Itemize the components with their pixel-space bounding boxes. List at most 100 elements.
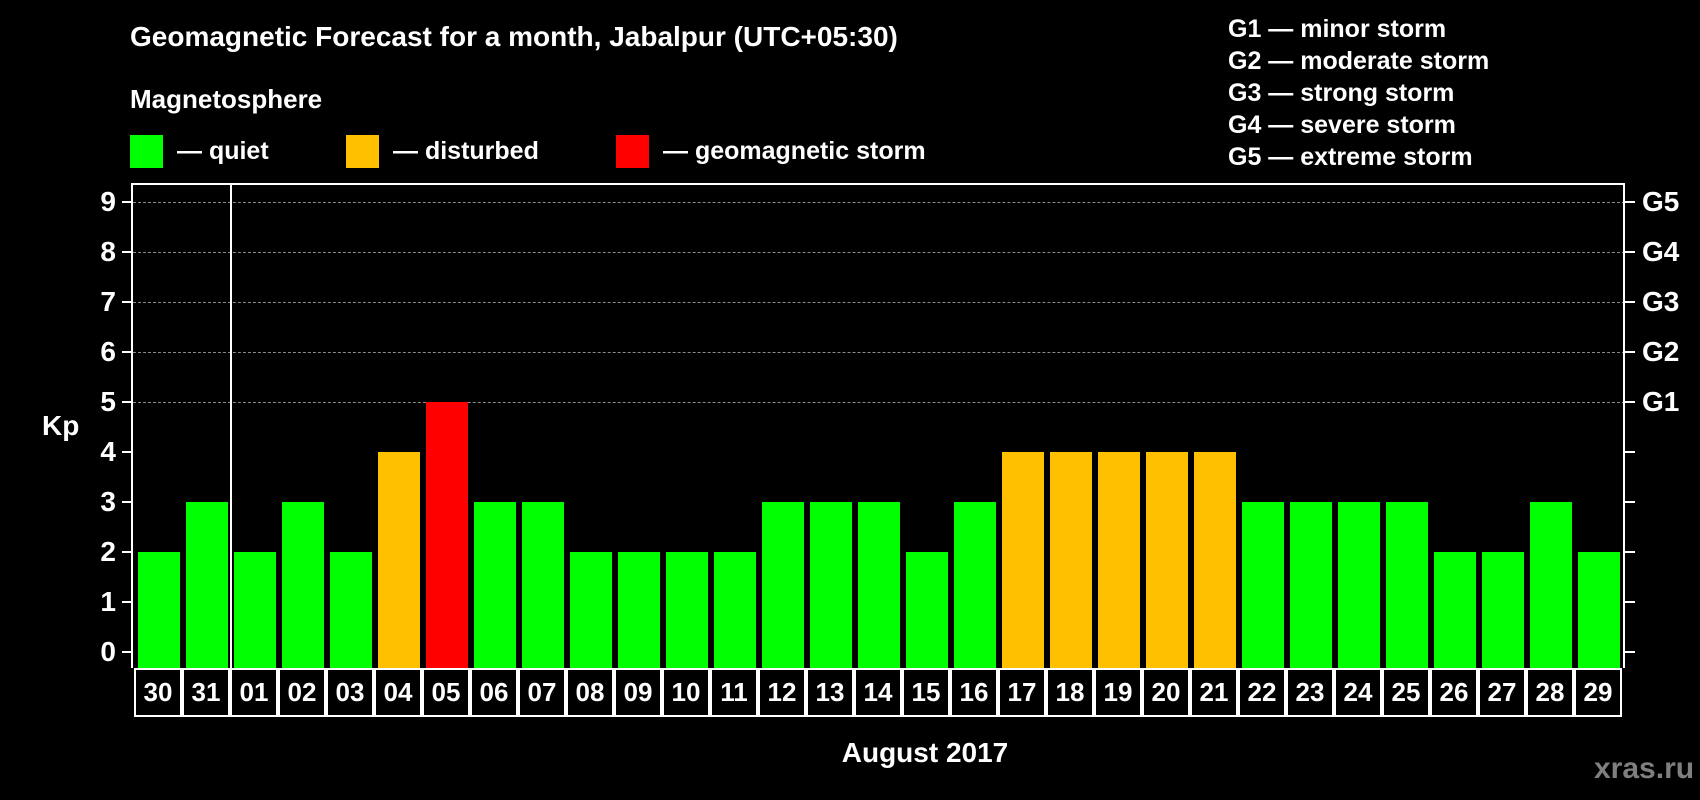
right-tick	[1625, 551, 1635, 553]
date-label: 28	[1526, 668, 1574, 717]
y-tick-label: 3	[100, 486, 116, 517]
storm-swatch	[616, 135, 649, 168]
month-separator	[230, 183, 232, 668]
x-axis-label: August 2017	[841, 737, 1009, 768]
y-tick-label: 2	[100, 536, 116, 567]
date-label: 09	[614, 668, 662, 717]
y-tick	[122, 351, 131, 353]
bar-quiet	[234, 552, 276, 668]
right-tick	[1625, 251, 1635, 253]
date-label: 26	[1430, 668, 1478, 717]
g2-legend: G2 — moderate storm	[1228, 47, 1490, 75]
g4-legend: G4 — severe storm	[1228, 111, 1456, 139]
gridline	[133, 402, 1625, 403]
y-tick	[122, 501, 131, 503]
bar-quiet	[138, 552, 180, 668]
legend-label: — quiet	[177, 137, 269, 165]
date-label: 25	[1382, 668, 1430, 717]
legend-label: — geomagnetic storm	[663, 137, 926, 165]
bar-quiet	[1482, 552, 1524, 668]
y-tick	[122, 401, 131, 403]
date-label: 02	[278, 668, 326, 717]
gridline	[133, 302, 1625, 303]
g-level-label: G5	[1642, 186, 1680, 217]
bar-quiet	[1386, 502, 1428, 668]
legend-label: — disturbed	[393, 137, 539, 165]
bar-storm	[426, 402, 468, 668]
date-label: 21	[1190, 668, 1238, 717]
date-label: 30	[134, 668, 182, 717]
y-tick	[122, 451, 131, 453]
gridline	[133, 352, 1625, 353]
right-tick	[1625, 451, 1635, 453]
right-tick	[1625, 651, 1635, 653]
bar-quiet	[666, 552, 708, 668]
y-tick-label: 8	[100, 236, 116, 267]
bar-quiet	[1530, 502, 1572, 668]
date-label: 05	[422, 668, 470, 717]
date-label: 08	[566, 668, 614, 717]
date-label: 04	[374, 668, 422, 717]
right-tick	[1625, 401, 1635, 403]
y-tick-label: 1	[100, 586, 116, 617]
date-label: 20	[1142, 668, 1190, 717]
date-label: 13	[806, 668, 854, 717]
right-tick	[1625, 301, 1635, 303]
legend-heading: Magnetosphere	[130, 84, 323, 114]
legend-item-storm: — geomagnetic storm	[616, 135, 926, 168]
y-tick-label: 9	[100, 186, 116, 217]
watermark: xras.ru	[1594, 752, 1695, 785]
date-label: 16	[950, 668, 998, 717]
right-tick	[1625, 501, 1635, 503]
y-tick	[122, 651, 131, 653]
g5-legend: G5 — extreme storm	[1228, 143, 1473, 171]
g-level-label: G3	[1642, 286, 1680, 317]
date-label: 12	[758, 668, 806, 717]
bar-quiet	[1578, 552, 1620, 668]
bar-disturbed	[1050, 452, 1092, 668]
right-tick	[1625, 601, 1635, 603]
quiet-swatch	[130, 135, 163, 168]
y-tick-label: 0	[100, 636, 116, 667]
y-tick	[122, 601, 131, 603]
g1-legend: G1 — minor storm	[1228, 15, 1447, 43]
bar-quiet	[858, 502, 900, 668]
date-label: 07	[518, 668, 566, 717]
gridline	[133, 252, 1625, 253]
date-label: 11	[710, 668, 758, 717]
y-tick	[122, 201, 131, 203]
y-tick-label: 5	[100, 386, 116, 417]
g-level-label: G2	[1642, 336, 1680, 367]
bar-quiet	[1338, 502, 1380, 668]
bar-quiet	[714, 552, 756, 668]
y-tick	[122, 551, 131, 553]
date-label: 29	[1574, 668, 1622, 717]
y-tick-label: 6	[100, 336, 116, 367]
bar-quiet	[618, 552, 660, 668]
bar-disturbed	[1146, 452, 1188, 668]
disturbed-swatch	[346, 135, 379, 168]
plot-frame	[131, 183, 1625, 668]
right-tick	[1625, 201, 1635, 203]
date-label: 22	[1238, 668, 1286, 717]
date-label: 31	[182, 668, 230, 717]
bar-quiet	[810, 502, 852, 668]
g-level-label: G1	[1642, 386, 1680, 417]
g-scale-legend: G1 — minor storm G2 — moderate storm G3 …	[1228, 13, 1489, 173]
date-label: 10	[662, 668, 710, 717]
g-level-label: G4	[1642, 236, 1680, 267]
chart-title: Geomagnetic Forecast for a month, Jabalp…	[130, 21, 898, 52]
bar-disturbed	[378, 452, 420, 668]
gridline	[133, 202, 1625, 203]
date-label: 17	[998, 668, 1046, 717]
legend-item-disturbed: — disturbed	[346, 135, 539, 168]
right-tick	[1625, 351, 1635, 353]
date-label: 27	[1478, 668, 1526, 717]
bar-quiet	[1434, 552, 1476, 668]
bar-disturbed	[1002, 452, 1044, 668]
bar-quiet	[570, 552, 612, 668]
date-label: 03	[326, 668, 374, 717]
y-axis-label: Kp	[42, 410, 80, 441]
y-tick	[122, 301, 131, 303]
bar-quiet	[474, 502, 516, 668]
